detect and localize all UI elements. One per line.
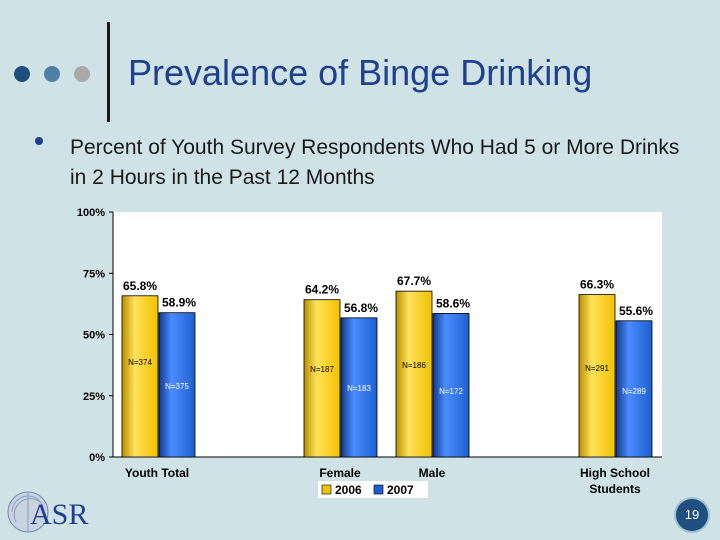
title-divider xyxy=(107,22,110,122)
y-tick-label: 0% xyxy=(89,452,105,464)
n-label-2007: N=183 xyxy=(347,384,371,393)
y-tick-label: 100% xyxy=(77,207,105,219)
legend-label-2007: 2007 xyxy=(387,483,414,497)
y-tick-label: 75% xyxy=(83,268,105,280)
slide-title: Prevalence of Binge Drinking xyxy=(128,52,593,93)
x-tick-label: Male xyxy=(419,466,446,480)
data-label-2007: 56.8% xyxy=(344,301,378,315)
decor-dot-3 xyxy=(74,66,90,82)
legend-swatch-2006 xyxy=(321,484,332,495)
n-label-2007: N=375 xyxy=(165,382,189,391)
data-label-2006: 66.3% xyxy=(580,278,614,292)
bar-2006 xyxy=(395,290,433,458)
n-label-2006: N=186 xyxy=(402,361,426,370)
bar-2007 xyxy=(615,320,653,458)
plot-area xyxy=(113,212,662,457)
data-label-2007: 58.9% xyxy=(162,296,196,310)
slide-subtitle: Percent of Youth Survey Respondents Who … xyxy=(70,136,680,189)
x-tick-label: Youth Total xyxy=(125,466,189,480)
asr-logo: ASR xyxy=(7,491,88,533)
legend-box xyxy=(318,481,428,498)
n-label-2007: N=172 xyxy=(439,387,463,396)
x-tick-label: Students xyxy=(589,482,641,496)
bar-2006 xyxy=(578,294,616,458)
bar-2007 xyxy=(340,317,378,458)
bar-2006 xyxy=(303,299,341,458)
decor-dot-1 xyxy=(14,66,30,82)
x-tick-label: High School xyxy=(580,466,650,480)
n-label-2006: N=291 xyxy=(585,364,609,373)
data-label-2006: 64.2% xyxy=(305,283,339,297)
bar-2007 xyxy=(158,312,196,458)
page-number: 19 xyxy=(676,499,708,531)
bullet-icon xyxy=(35,137,43,145)
legend-swatch-2007 xyxy=(373,484,384,495)
n-label-2007: N=289 xyxy=(622,387,646,396)
data-label-2007: 58.6% xyxy=(436,296,470,310)
y-tick-label: 25% xyxy=(83,391,105,403)
data-label-2006: 67.7% xyxy=(397,274,431,288)
svg-text:ASR: ASR xyxy=(30,498,88,531)
data-label-2006: 65.8% xyxy=(123,279,157,293)
n-label-2006: N=187 xyxy=(310,365,334,374)
data-label-2007: 55.6% xyxy=(619,304,653,318)
bar-2007 xyxy=(432,313,470,458)
x-tick-label: Female xyxy=(319,466,361,480)
decor-dot-2 xyxy=(44,66,60,82)
n-label-2006: N=374 xyxy=(128,358,152,367)
bar-2006 xyxy=(121,295,159,458)
legend-label-2006: 2006 xyxy=(335,483,362,497)
y-tick-label: 50% xyxy=(83,330,105,342)
